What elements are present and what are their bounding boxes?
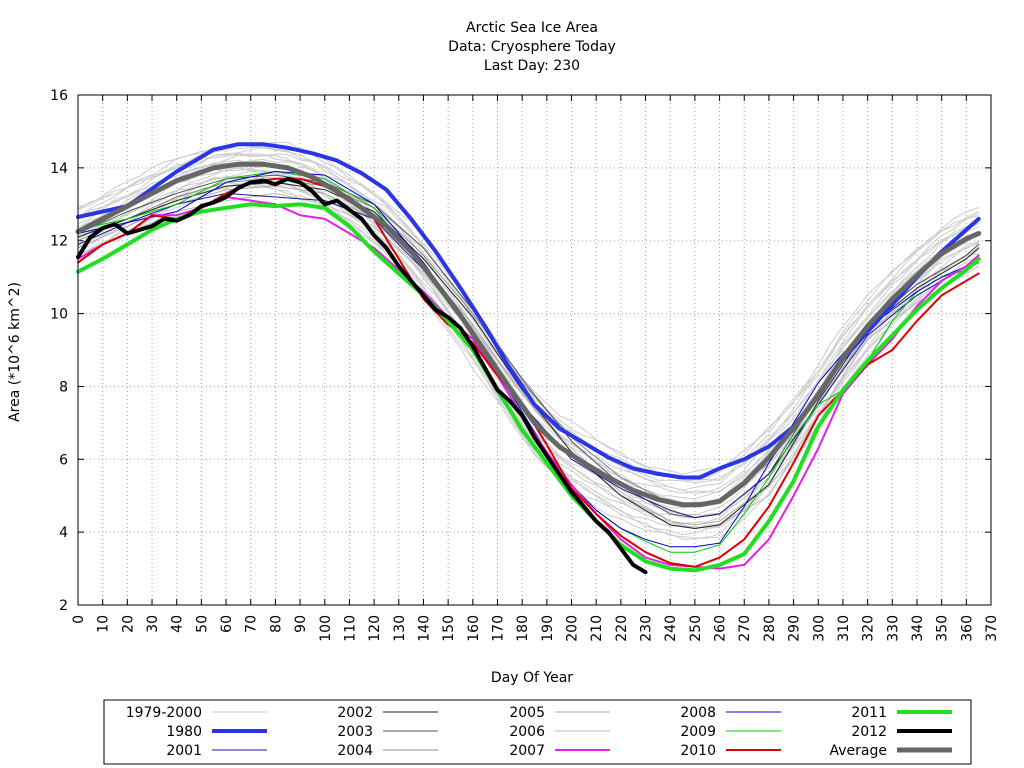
x-tick-label: 80 — [268, 615, 284, 633]
x-tick-label: 100 — [318, 615, 334, 642]
x-tick-label: 150 — [441, 615, 457, 642]
x-tick-label: 330 — [885, 615, 901, 642]
x-axis-label: Day Of Year — [491, 670, 573, 686]
series-line-2011 — [76, 202, 981, 573]
x-tick-label: 50 — [194, 615, 210, 633]
x-tick-label: 20 — [120, 615, 136, 633]
x-tick-label: 70 — [244, 615, 260, 633]
x-tick-label: 370 — [984, 615, 1000, 642]
x-tick-label: 260 — [713, 615, 729, 642]
x-tick-label: 40 — [170, 615, 186, 633]
x-tick-label: 240 — [663, 615, 679, 642]
y-tick-label: 6 — [59, 452, 68, 468]
legend-label-2012: 2012 — [851, 724, 887, 740]
x-tick-label: 300 — [811, 615, 827, 642]
x-tick-label: 170 — [490, 615, 506, 642]
y-tick-label: 8 — [59, 379, 68, 395]
x-tick-label: 110 — [342, 615, 358, 642]
y-tick-label: 2 — [59, 598, 68, 614]
legend-label-1979-2000: 1979-2000 — [126, 705, 202, 721]
y-axis-ticks: 2 4 6 8 10 12 14 16 — [50, 88, 991, 614]
x-tick-label: 280 — [762, 615, 778, 642]
plot-area — [78, 95, 991, 605]
x-tick-label: 210 — [589, 615, 605, 642]
y-tick-label: 10 — [50, 307, 68, 323]
x-tick-label: 180 — [515, 615, 531, 642]
x-tick-label: 130 — [392, 615, 408, 642]
x-tick-label: 10 — [96, 615, 112, 633]
x-tick-label: 60 — [219, 615, 235, 633]
x-tick-label: 200 — [565, 615, 581, 642]
legend-label-average: Average — [830, 743, 888, 759]
legend-label-2007: 2007 — [509, 743, 545, 759]
chart-title: Arctic Sea Ice Area — [466, 20, 598, 36]
legend-label-2008: 2008 — [680, 705, 716, 721]
series-group — [75, 141, 982, 575]
legend-label-2005: 2005 — [509, 705, 545, 721]
x-tick-label: 340 — [910, 615, 926, 642]
series-line-2001 — [77, 192, 980, 519]
x-tick-label: 250 — [688, 615, 704, 642]
x-tick-label: 190 — [540, 615, 556, 642]
x-tick-label: 290 — [787, 615, 803, 642]
plot-border — [77, 94, 992, 606]
legend-label-2004: 2004 — [337, 743, 373, 759]
x-tick-label: 320 — [861, 615, 877, 642]
legend-label-2009: 2009 — [680, 724, 716, 740]
y-tick-label: 12 — [50, 234, 68, 250]
x-tick-label: 230 — [639, 615, 655, 642]
legend-label-1980: 1980 — [166, 724, 202, 740]
y-tick-label: 14 — [50, 161, 68, 177]
y-axis-label: Area (*10^6 km^2) — [7, 282, 23, 422]
legend-swatches — [212, 710, 952, 753]
x-tick-label: 350 — [935, 615, 951, 642]
x-axis-ticks: 0 10 20 30 40 50 60 70 80 90 100 110 120 130 140 150 160… — [71, 95, 1000, 642]
x-tick-label: 30 — [145, 615, 161, 633]
legend-label-2010: 2010 — [680, 743, 716, 759]
x-tick-label: 120 — [367, 615, 383, 642]
x-tick-label: 140 — [416, 615, 432, 642]
x-tick-label: 360 — [959, 615, 975, 642]
chart-subtitle-lastday: Last Day: 230 — [484, 58, 580, 74]
y-tick-label: 4 — [59, 525, 68, 541]
legend-label-2003: 2003 — [337, 724, 373, 740]
x-tick-label: 220 — [614, 615, 630, 642]
legend-label-2011: 2011 — [851, 705, 887, 721]
series-line-average — [75, 161, 982, 508]
legend-label-2006: 2006 — [509, 724, 545, 740]
series-line-2012 — [76, 176, 648, 575]
chart-subtitle-data: Data: Cryosphere Today — [448, 39, 616, 55]
x-tick-label: 270 — [737, 615, 753, 642]
x-tick-label: 0 — [71, 615, 87, 624]
x-tick-label: 160 — [466, 615, 482, 642]
series-line-2006 — [77, 192, 980, 529]
series-line-1979-2000 — [77, 154, 979, 494]
y-tick-label: 16 — [50, 88, 68, 104]
legend-label-2001: 2001 — [166, 743, 202, 759]
legend-label-2002: 2002 — [337, 705, 373, 721]
legend: 1979-2000 1980 2001 2002 2003 2004 2005 … — [126, 705, 887, 759]
x-tick-label: 310 — [836, 615, 852, 642]
x-tick-label: 90 — [293, 615, 309, 633]
series-line-1979-2000 — [77, 141, 979, 475]
